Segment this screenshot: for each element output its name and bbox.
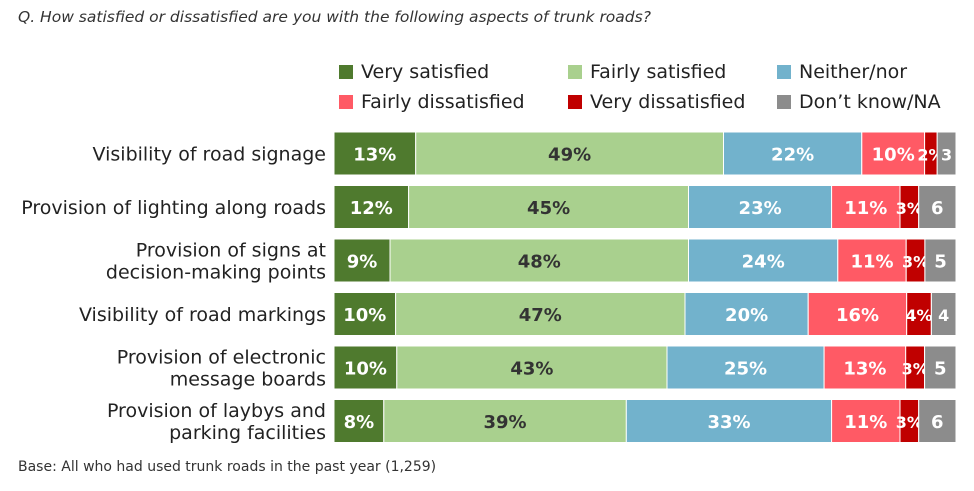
bar-segment	[930, 292, 957, 336]
bar-segment	[684, 292, 809, 336]
legend-swatch	[568, 65, 582, 79]
data-label: 24%	[742, 252, 785, 273]
bar-segment	[333, 131, 417, 176]
legend-item: Fairly satisfied	[568, 61, 726, 83]
data-label: 3%	[902, 360, 929, 379]
data-label: 3%	[896, 413, 923, 432]
data-label: 23%	[739, 198, 782, 219]
legend-item: Neither/nor	[777, 61, 907, 83]
bar-segment	[918, 399, 957, 443]
data-label: 11%	[844, 412, 887, 433]
data-label: 4%	[905, 306, 932, 325]
data-label: 13%	[843, 359, 886, 380]
data-label: 33%	[707, 412, 750, 433]
bar-segment	[807, 292, 908, 336]
data-label: 43%	[510, 359, 553, 380]
data-label: 12%	[350, 198, 393, 219]
bar-segment	[333, 399, 385, 443]
data-label: 4	[938, 306, 949, 325]
data-label: 22%	[771, 145, 814, 166]
data-label: 39%	[483, 412, 526, 433]
data-label: 10%	[344, 359, 387, 380]
legend-item: Very satisfied	[339, 61, 489, 83]
data-label: 48%	[518, 252, 561, 273]
data-label: 25%	[724, 359, 767, 380]
bar-segment	[408, 185, 689, 229]
legend-swatch	[339, 65, 353, 79]
data-label: 10%	[343, 305, 386, 326]
category-label: parking facilities	[169, 422, 326, 444]
bar-segment	[625, 399, 833, 443]
bar-segment	[861, 131, 926, 176]
bar-segment	[906, 292, 932, 336]
legend-label: Neither/nor	[799, 61, 908, 83]
legend-swatch	[777, 65, 791, 79]
category-label: Provision of signs at	[136, 240, 326, 262]
bar-segment	[333, 238, 391, 283]
bar-segment	[395, 292, 686, 336]
base-note: Base: All who had used trunk roads in th…	[18, 459, 437, 475]
legend-label: Very satisfied	[361, 61, 490, 83]
bar-segment	[333, 345, 398, 390]
category-label: Provision of lighting along roads	[21, 197, 326, 219]
bar-segment	[936, 131, 957, 176]
category-label: Visibility of road markings	[79, 304, 326, 326]
data-label: 45%	[527, 198, 570, 219]
bar-segment	[837, 238, 907, 283]
data-label: 49%	[548, 145, 591, 166]
data-label: 16%	[836, 305, 879, 326]
category-label: Provision of electronic	[117, 347, 326, 369]
bar-segment	[924, 238, 957, 283]
data-label: 6	[931, 412, 944, 433]
legend-item: Don’t know/NA	[777, 91, 941, 113]
data-label: 11%	[844, 198, 887, 219]
data-label: 47%	[519, 305, 562, 326]
legend-label: Fairly satisfied	[590, 61, 727, 83]
data-label: 6	[931, 198, 944, 219]
legend-swatch	[568, 95, 582, 109]
data-label: 10%	[872, 145, 915, 166]
data-label: 3%	[896, 199, 923, 218]
data-label: 20%	[725, 305, 768, 326]
category-label: Provision of laybys and	[107, 400, 326, 422]
data-label: 3	[941, 146, 952, 165]
data-label: 11%	[850, 252, 893, 273]
bar-segment	[389, 238, 690, 283]
legend-swatch	[777, 95, 791, 109]
category-label: message boards	[170, 369, 326, 391]
data-label: 9%	[347, 252, 378, 273]
legend-swatch	[339, 95, 353, 109]
bar-segment	[666, 345, 825, 390]
legend-label: Very dissatisfied	[590, 91, 746, 113]
bar-segment	[918, 185, 957, 229]
legend: Very satisfied Fairly satisfied Neither/no…	[0, 0, 974, 130]
bar-segment	[723, 131, 863, 176]
bar-segment	[688, 238, 839, 283]
legend-label: Fairly dissatisfied	[361, 91, 525, 113]
category-label: decision-making points	[106, 262, 326, 284]
data-label: 8%	[344, 412, 375, 433]
bar-segment	[831, 399, 901, 443]
legend-item: Fairly dissatisfied	[339, 91, 525, 113]
category-label: Visibility of road signage	[93, 144, 326, 166]
legend-item: Very dissatisfied	[568, 91, 745, 113]
data-label: 5	[934, 359, 947, 380]
bar-segment	[383, 399, 627, 443]
data-label: 3%	[902, 253, 929, 272]
legend-label: Don’t know/NA	[799, 91, 941, 113]
chart-question: Q. How satisfied or dissatisfied are you…	[18, 8, 651, 26]
bar-segment	[831, 185, 901, 229]
data-label: 5	[934, 252, 947, 273]
bar-segment	[924, 345, 957, 390]
bar-segment	[333, 185, 410, 229]
bar-segment	[396, 345, 668, 390]
data-label: 13%	[353, 145, 396, 166]
bar-segment	[688, 185, 833, 229]
bar-segment	[415, 131, 725, 176]
bar-segment	[823, 345, 907, 390]
